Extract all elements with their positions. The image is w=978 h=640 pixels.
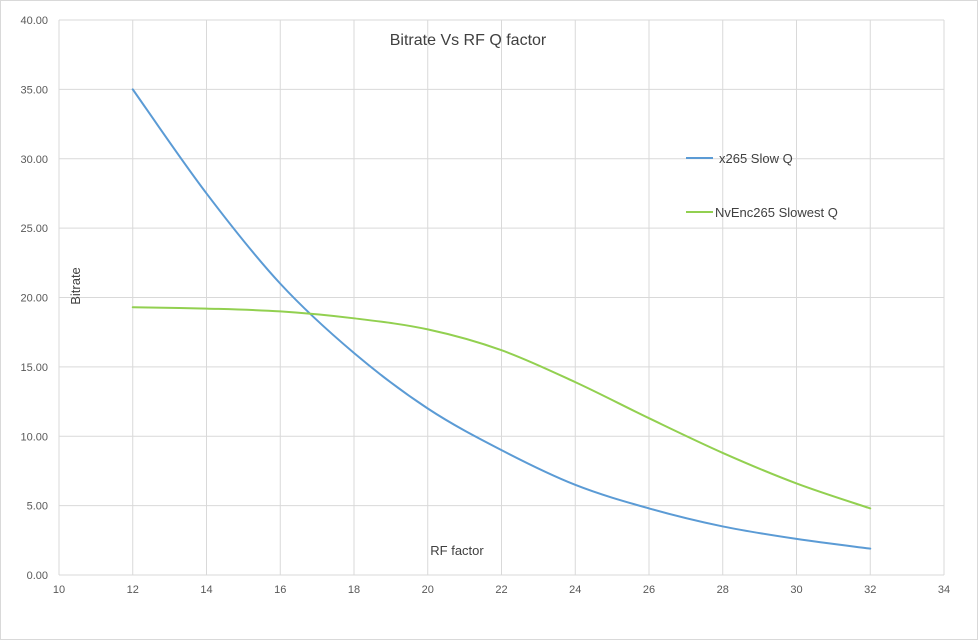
legend-label: x265 Slow Q — [719, 151, 793, 166]
y-tick-label: 20.00 — [20, 293, 48, 305]
y-tick-label: 15.00 — [20, 362, 48, 374]
x-tick-label: 14 — [200, 584, 212, 596]
x-tick-label: 34 — [938, 584, 950, 596]
x-tick-label: 26 — [643, 584, 655, 596]
x-tick-label: 28 — [717, 584, 729, 596]
x-tick-label: 32 — [864, 584, 876, 596]
series-line-2 — [131, 306, 872, 510]
y-tick-label: 5.00 — [27, 501, 48, 513]
x-tick-label: 20 — [422, 584, 434, 596]
x-axis-label: RF factor — [430, 543, 484, 558]
gridlines — [58, 19, 945, 576]
chart-title: Bitrate Vs RF Q factor — [390, 32, 547, 49]
tick-labels: 10 12 14 16 18 20 22 24 26 28 30 32 34 0.00 5.00 10.00 1… — [20, 15, 950, 596]
x-tick-label: 18 — [348, 584, 360, 596]
y-tick-label: 35.00 — [20, 84, 48, 96]
y-tick-label: 10.00 — [20, 431, 48, 443]
y-tick-label: 30.00 — [20, 154, 48, 166]
legend: x265 Slow Q NvEnc265 Slowest Q — [686, 151, 838, 220]
series-line-1 — [131, 88, 872, 550]
y-tick-label: 40.00 — [20, 15, 48, 27]
y-tick-label: 0.00 — [27, 570, 48, 582]
y-axis-label: Bitrate — [68, 267, 83, 305]
x-tick-label: 24 — [569, 584, 581, 596]
x-tick-label: 12 — [127, 584, 139, 596]
legend-label: NvEnc265 Slowest Q — [715, 205, 838, 220]
x-tick-label: 10 — [53, 584, 65, 596]
y-tick-label: 25.00 — [20, 223, 48, 235]
x-tick-label: 30 — [790, 584, 802, 596]
series-lines — [131, 88, 872, 550]
x-tick-label: 16 — [274, 584, 286, 596]
x-tick-label: 22 — [495, 584, 507, 596]
